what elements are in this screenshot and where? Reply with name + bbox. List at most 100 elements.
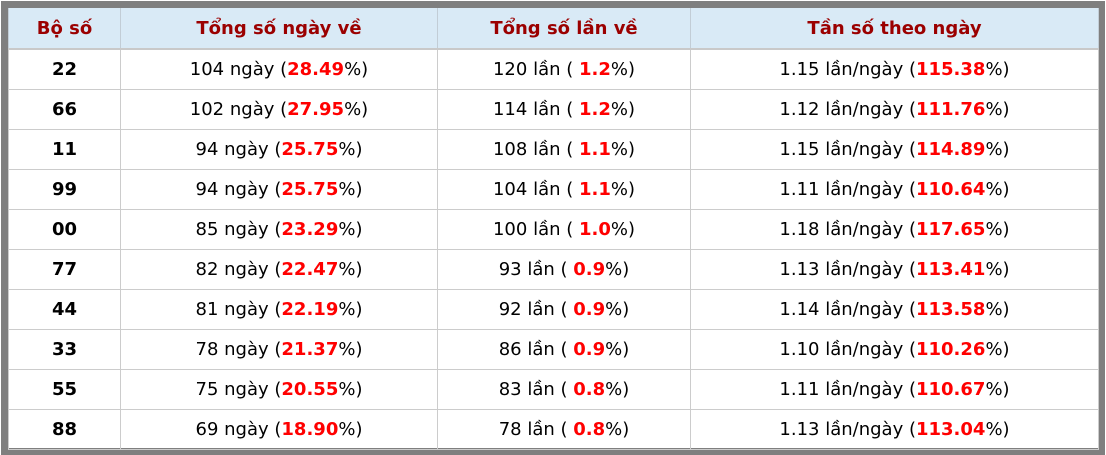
cell-text: 22 (51, 59, 78, 80)
percent-value: 1.0 (578, 219, 611, 240)
cell-text: 104 ngày ( (189, 59, 288, 80)
percent-value: 0.9 (573, 339, 606, 360)
total-days-cell: 75 ngày (20.55%) (120, 369, 438, 410)
cell-text: %) (344, 59, 369, 80)
percent-value: 0.8 (573, 379, 606, 400)
pair-cell: 55 (8, 369, 121, 410)
total-times-cell: 108 lần ( 1.1%) (437, 129, 691, 170)
cell-text: 120 lần ( (492, 59, 579, 80)
total-times-cell: 78 lần ( 0.8%) (437, 409, 691, 450)
pair-cell: 66 (8, 89, 121, 130)
cell-text: %) (610, 139, 635, 160)
total-days-cell: 78 ngày (21.37%) (120, 329, 438, 370)
pair-cell: 00 (8, 209, 121, 250)
cell-text: 92 lần ( (498, 299, 574, 320)
total-days-cell: 82 ngày (22.47%) (120, 249, 438, 290)
frequency-cell: 1.11 lần/ngày (110.67%) (690, 369, 1099, 410)
total-days-cell: 81 ngày (22.19%) (120, 289, 438, 330)
percent-value: 18.90 (281, 419, 339, 440)
total-times-cell: 92 lần ( 0.9%) (437, 289, 691, 330)
cell-text: 1.13 lần/ngày ( (779, 259, 916, 280)
header-total-times: Tổng số lần về (437, 8, 691, 50)
cell-text: %) (985, 259, 1010, 280)
percent-value: 115.38 (915, 59, 986, 80)
cell-text: %) (605, 339, 630, 360)
cell-text: 1.11 lần/ngày ( (779, 379, 916, 400)
cell-text: %) (338, 219, 363, 240)
percent-value: 27.95 (287, 99, 345, 120)
cell-text: %) (985, 139, 1010, 160)
percent-value: 0.9 (573, 259, 606, 280)
cell-text: %) (338, 259, 363, 280)
frequency-cell: 1.10 lần/ngày (110.26%) (690, 329, 1099, 370)
table-row: 33 78 ngày (21.37%) 86 lần ( 0.9%) 1.10 lần… (8, 329, 1099, 370)
total-times-cell: 114 lần ( 1.2%) (437, 89, 691, 130)
frequency-cell: 1.15 lần/ngày (114.89%) (690, 129, 1099, 170)
frequency-cell: 1.18 lần/ngày (117.65%) (690, 209, 1099, 250)
pair-cell: 22 (8, 48, 121, 90)
table-row: 44 81 ngày (22.19%) 92 lần ( 0.9%) 1.14 lần… (8, 289, 1099, 330)
percent-value: 1.2 (578, 99, 611, 120)
cell-text: %) (338, 339, 363, 360)
table-row: 00 85 ngày (23.29%) 100 lần ( 1.0%) 1.18 lầ… (8, 209, 1099, 250)
cell-text: 108 lần ( (492, 139, 579, 160)
cell-text: %) (338, 419, 363, 440)
table-row: 55 75 ngày (20.55%) 83 lần ( 0.8%) 1.11 lần… (8, 369, 1099, 410)
cell-text: %) (985, 59, 1010, 80)
table-row: 22 104 ngày (28.49%) 120 lần ( 1.2%) 1.15 l… (8, 48, 1099, 90)
percent-value: 111.76 (915, 99, 986, 120)
pair-cell: 99 (8, 169, 121, 210)
total-days-cell: 85 ngày (23.29%) (120, 209, 438, 250)
percent-value: 0.9 (573, 299, 606, 320)
percent-value: 25.75 (281, 179, 339, 200)
total-times-cell: 120 lần ( 1.2%) (437, 48, 691, 90)
header-total-days: Tổng số ngày về (120, 8, 438, 50)
cell-text: 78 ngày ( (195, 339, 282, 360)
cell-text: 00 (51, 219, 78, 240)
percent-value: 22.47 (281, 259, 339, 280)
cell-text: 44 (51, 299, 78, 320)
cell-text: 93 lần ( (498, 259, 574, 280)
frequency-cell: 1.12 lần/ngày (111.76%) (690, 89, 1099, 130)
percent-value: 113.04 (915, 419, 986, 440)
total-days-cell: 69 ngày (18.90%) (120, 409, 438, 450)
percent-value: 1.2 (578, 59, 611, 80)
cell-text: 78 lần ( (498, 419, 574, 440)
cell-text: %) (985, 299, 1010, 320)
cell-text: %) (344, 99, 369, 120)
cell-text: 82 ngày ( (195, 259, 282, 280)
cell-text: %) (338, 299, 363, 320)
frequency-cell: 1.14 lần/ngày (113.58%) (690, 289, 1099, 330)
cell-text: %) (985, 179, 1010, 200)
frequency-cell: 1.11 lần/ngày (110.64%) (690, 169, 1099, 210)
percent-value: 110.67 (915, 379, 986, 400)
percent-value: 1.1 (578, 139, 611, 160)
table-row: 88 69 ngày (18.90%) 78 lần ( 0.8%) 1.13 lần… (8, 409, 1099, 450)
cell-text: 1.14 lần/ngày ( (779, 299, 916, 320)
cell-text: 1.15 lần/ngày ( (779, 139, 916, 160)
cell-text: 81 ngày ( (195, 299, 282, 320)
cell-text: 69 ngày ( (195, 419, 282, 440)
cell-text: 1.18 lần/ngày ( (779, 219, 916, 240)
percent-value: 113.41 (915, 259, 986, 280)
percent-value: 22.19 (281, 299, 339, 320)
cell-text: %) (985, 339, 1010, 360)
cell-text: %) (338, 139, 363, 160)
cell-text: %) (985, 99, 1010, 120)
cell-text: 85 ngày ( (195, 219, 282, 240)
total-times-cell: 93 lần ( 0.9%) (437, 249, 691, 290)
table-row: 77 82 ngày (22.47%) 93 lần ( 0.9%) 1.13 lần… (8, 249, 1099, 290)
header-frequency: Tần số theo ngày (690, 8, 1099, 50)
total-times-cell: 86 lần ( 0.9%) (437, 329, 691, 370)
percent-value: 21.37 (281, 339, 339, 360)
cell-text: 99 (51, 179, 78, 200)
cell-text: %) (605, 379, 630, 400)
percent-value: 23.29 (281, 219, 339, 240)
cell-text: 1.12 lần/ngày ( (779, 99, 916, 120)
cell-text: 1.15 lần/ngày ( (779, 59, 916, 80)
pair-cell: 33 (8, 329, 121, 370)
cell-text: 1.11 lần/ngày ( (779, 179, 916, 200)
pair-cell: 77 (8, 249, 121, 290)
table-body: 22 104 ngày (28.49%) 120 lần ( 1.2%) 1.15 l… (8, 48, 1099, 450)
